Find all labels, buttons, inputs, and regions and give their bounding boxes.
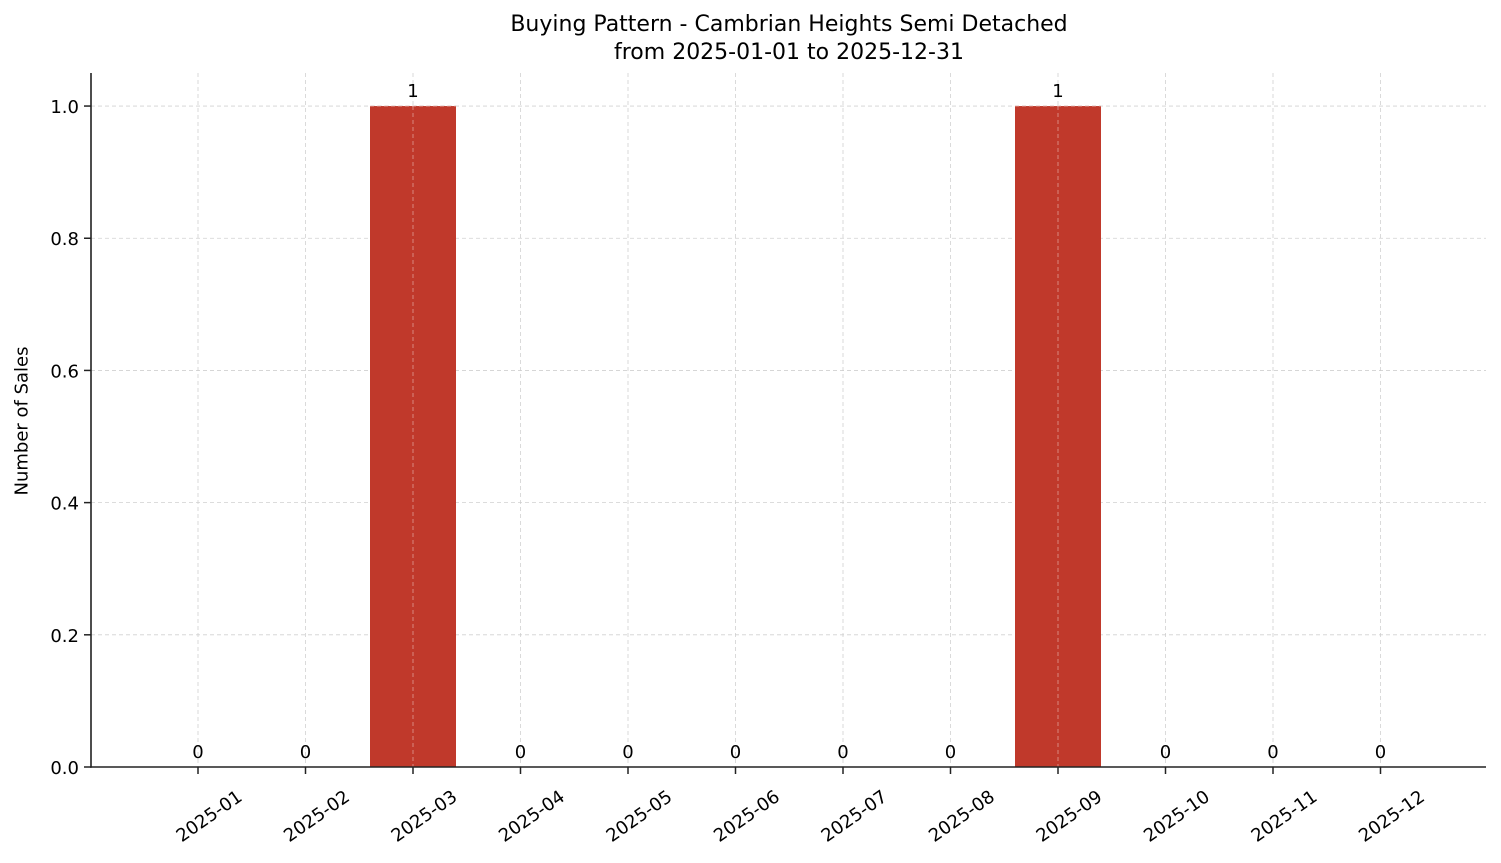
x-tick-label: 2025-03 xyxy=(388,786,462,846)
bar-value-label: 0 xyxy=(837,742,848,763)
x-tick-label: 2025-12 xyxy=(1355,786,1429,846)
bar-value-label: 0 xyxy=(192,742,203,763)
y-tick-label: 0.4 xyxy=(50,494,79,515)
bar-value-label: 1 xyxy=(1052,81,1063,102)
bar-value-label: 1 xyxy=(407,81,418,102)
bar-value-label: 0 xyxy=(730,742,741,763)
y-tick-label: 0.0 xyxy=(50,758,79,779)
x-tick-label: 2025-05 xyxy=(603,786,677,846)
bar-value-label: 0 xyxy=(300,742,311,763)
y-tick-label: 1.0 xyxy=(50,97,79,118)
bar-value-label: 0 xyxy=(1160,742,1171,763)
y-tick-label: 0.6 xyxy=(50,361,79,382)
chart-title: Buying Pattern - Cambrian Heights Semi D… xyxy=(510,12,1068,37)
x-tick-label: 2025-11 xyxy=(1248,786,1322,846)
bar-value-label: 0 xyxy=(945,742,956,763)
x-tick-label: 2025-09 xyxy=(1033,786,1107,846)
y-tick-label: 0.2 xyxy=(50,626,79,647)
x-tick-label: 2025-10 xyxy=(1140,786,1214,846)
x-tick-label: 2025-01 xyxy=(173,786,247,846)
bar-value-label: 0 xyxy=(515,742,526,763)
x-tick-label: 2025-08 xyxy=(925,786,999,846)
y-tick-label: 0.8 xyxy=(50,229,79,250)
x-tick-label: 2025-07 xyxy=(818,786,892,846)
bar-value-label: 0 xyxy=(1267,742,1278,763)
x-tick-label: 2025-04 xyxy=(495,786,569,846)
x-tick-label: 2025-06 xyxy=(710,786,784,846)
chart-subtitle: from 2025-01-01 to 2025-12-31 xyxy=(614,40,964,65)
bar-value-label: 0 xyxy=(622,742,633,763)
bar-value-label: 0 xyxy=(1375,742,1386,763)
x-tick-label: 2025-02 xyxy=(280,786,354,846)
